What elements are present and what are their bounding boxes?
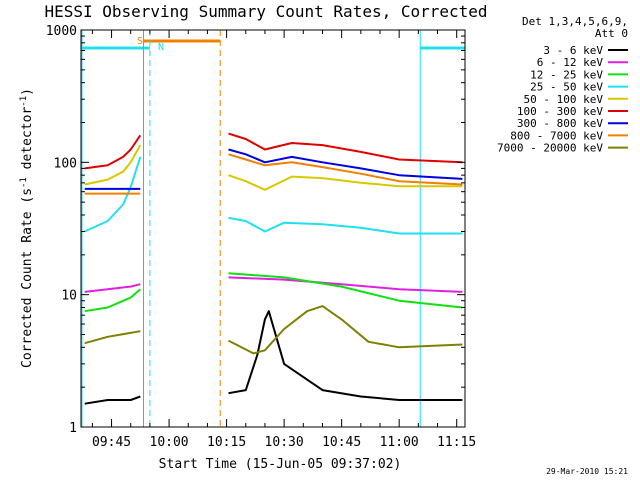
legend-label-8: 800 - 7000 keV	[510, 129, 603, 142]
x-axis-label: Start Time (15-Jun-05 09:37:02)	[159, 457, 402, 472]
series-line-3-segment-2	[228, 272, 463, 309]
legend-label-7: 300 - 800 keV	[517, 117, 603, 130]
legend-label-6: 100 - 300 keV	[517, 105, 603, 118]
timestamp-footer: 29-Mar-2010 15:21	[546, 467, 628, 476]
y-tick-label-2: 10	[61, 289, 77, 304]
series-line-9-segment-1	[84, 330, 141, 345]
x-tick-label-5: 10:45	[322, 435, 361, 450]
x-tick-label-1: 09:45	[92, 435, 131, 450]
legend-label-5: 50 - 100 keV	[524, 93, 604, 106]
y-axis-label: Corrected Count Rate (s-1 detector-1)	[19, 88, 35, 368]
legend-label-2: 6 - 12 keV	[537, 56, 604, 69]
series-line-2-segment-1	[84, 283, 141, 293]
legend-label-4: 25 - 50 keV	[530, 81, 603, 94]
series-line-8-segment-2	[228, 153, 463, 186]
y-tick-label-4: 1000	[46, 24, 77, 39]
legend-title-line-2: Att 0	[595, 27, 628, 40]
legend-label-9: 7000 - 20000 keV	[497, 142, 603, 155]
x-tick-label-3: 10:15	[207, 435, 246, 450]
legend-title-line-1: Det 1,3,4,5,6,9,	[522, 15, 628, 28]
series-layer	[84, 132, 463, 405]
series-line-3-segment-1	[84, 288, 141, 313]
series-line-5-segment-2	[228, 174, 463, 191]
legend-label-1: 3 - 6 keV	[543, 44, 603, 57]
series-line-4-segment-2	[228, 216, 463, 235]
series-line-1-segment-2	[228, 310, 463, 401]
series-line-5-segment-1	[84, 144, 142, 186]
series-line-4-segment-1	[84, 156, 142, 233]
series-line-9-segment-2	[228, 305, 463, 355]
x-tick-label-6: 11:00	[380, 435, 419, 450]
x-tick-label-7: 11:15	[437, 435, 476, 450]
saa-label: S	[137, 36, 143, 47]
night-label: N	[158, 42, 164, 53]
x-axis: 09:45 10:00 10:15 10:30 10:45 11:00 11:15	[91, 30, 476, 450]
series-line-6-segment-2	[228, 132, 463, 164]
x-tick-label-2: 10:00	[150, 435, 189, 450]
series-line-1-segment-1	[84, 395, 141, 405]
series-line-6-segment-1	[84, 134, 142, 170]
series-line-2-segment-2	[228, 276, 463, 293]
series-line-7-segment-2	[228, 148, 463, 180]
plot-frame	[80, 29, 466, 428]
legend-title: Det 1,3,4,5,6,9, Att 0	[522, 15, 628, 40]
y-tick-label-3: 100	[54, 156, 77, 171]
x-tick-label-4: 10:30	[265, 435, 304, 450]
y-axis: 1 10 100 1000	[46, 24, 465, 436]
chart-title: HESSI Observing Summary Count Rates, Cor…	[44, 2, 487, 21]
legend-label-3: 12 - 25 keV	[530, 68, 603, 81]
y-tick-label-1: 1	[69, 421, 77, 436]
